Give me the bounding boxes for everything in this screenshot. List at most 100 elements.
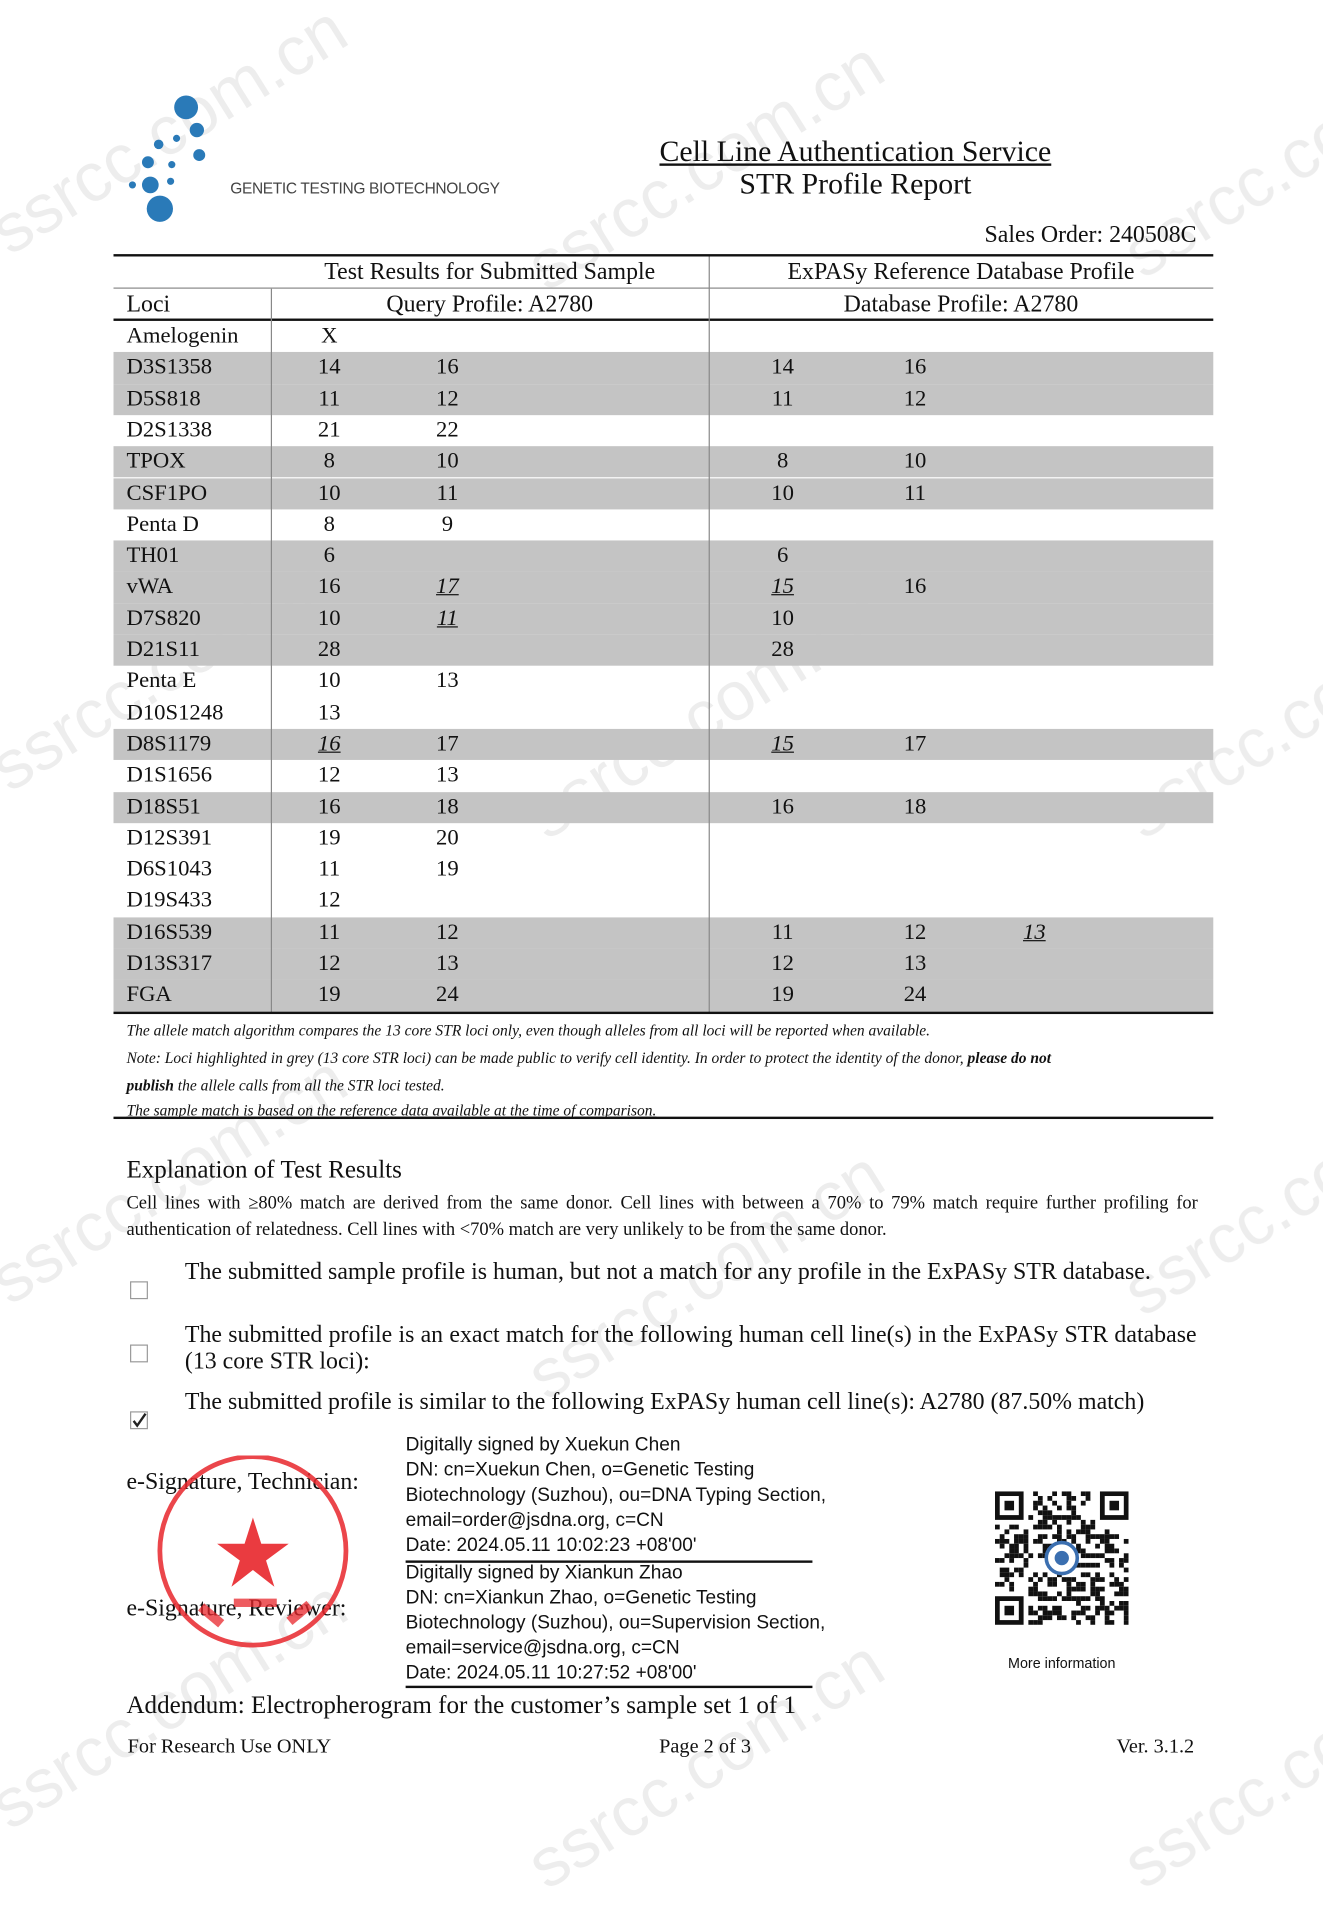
table-row: FGA 19 24 19 24: [113, 979, 1214, 1012]
result-checkbox[interactable]: [130, 1411, 148, 1430]
checkmark-icon: [132, 1413, 147, 1428]
result-checkbox[interactable]: [130, 1344, 148, 1363]
table-row: D8S1179 16 17 15 17: [113, 728, 1214, 761]
table-row: D13S317 12 13 12 13: [113, 948, 1214, 980]
locus-name: D21S11: [126, 637, 200, 663]
query-allele: 14: [317, 354, 341, 380]
query-allele: 12: [317, 888, 341, 914]
result-checkbox[interactable]: [130, 1281, 148, 1300]
query-allele: 8: [323, 448, 335, 474]
database-allele: 17: [903, 731, 927, 757]
locus-name: Amelogenin: [126, 323, 239, 349]
query-allele: 16: [436, 354, 459, 380]
table-row: D6S1043 11 19: [113, 854, 1213, 885]
locus-name: D3S1358: [126, 354, 213, 380]
table-row: Amelogenin X: [113, 321, 1213, 352]
query-allele: 16: [317, 574, 341, 600]
query-allele: 13: [436, 762, 459, 788]
database-allele: 12: [903, 919, 927, 945]
query-allele: 18: [436, 793, 459, 819]
database-allele: 24: [903, 982, 927, 1008]
query-allele: 12: [436, 919, 459, 945]
column-header-loci: Loci: [126, 291, 171, 318]
sig-line: email=service@jsdna.org, c=CN: [405, 1637, 680, 1659]
sig-line: Date: 2024.05.11 10:27:52 +08'00': [405, 1663, 697, 1684]
query-allele: 19: [317, 982, 341, 1008]
table-row: vWA 16 17 15 16: [113, 571, 1214, 604]
database-allele: 8: [776, 448, 789, 474]
database-allele: 12: [771, 950, 794, 976]
locus-name: D19S433: [126, 888, 213, 914]
sig-line: Biotechnology (Suzhou), ou=DNA Typing Se…: [405, 1485, 827, 1506]
query-allele: 24: [436, 982, 459, 1008]
note-emphasis: please do not: [967, 1048, 1052, 1067]
company-logo: [128, 95, 206, 222]
footer-research-use: For Research Use ONLY: [127, 1734, 332, 1758]
database-allele: 13: [1022, 919, 1046, 945]
addendum: Addendum: Electropherogram for the custo…: [126, 1690, 796, 1720]
locus-name: CSF1PO: [126, 480, 208, 506]
query-allele: 13: [317, 699, 341, 725]
report-subtitle: STR Profile Report: [739, 168, 972, 201]
table-row: D1S1656 12 13: [113, 760, 1213, 791]
database-allele: 11: [771, 386, 794, 412]
sales-order: Sales Order: 240508C: [984, 221, 1197, 249]
note-algorithm: The allele match algorithm compares the …: [126, 1021, 931, 1040]
sig-line: Digitally signed by Xiankun Zhao: [405, 1562, 683, 1584]
query-allele: 6: [323, 542, 335, 568]
database-allele: 14: [771, 354, 794, 380]
table-row: D12S391 19 20: [113, 823, 1213, 854]
reviewer-signature: Digitally signed by Xiankun Zhao DN: cn=…: [406, 1560, 826, 1685]
addendum-label: Addendum:: [126, 1690, 245, 1720]
company-name: GENETIC TESTING BIOTECHNOLOGY: [230, 178, 500, 197]
query-allele: X: [321, 323, 338, 349]
database-allele: 28: [771, 637, 794, 663]
result-option-text: The submitted profile is similar to the …: [184, 1388, 1145, 1415]
qr-code[interactable]: [994, 1491, 1129, 1625]
query-allele: 11: [318, 856, 341, 882]
column-header-database: Database Profile: A2780: [843, 291, 1079, 318]
query-allele: 16: [317, 731, 341, 757]
database-allele: 15: [771, 574, 794, 600]
footer-version: Ver. 3.1.2: [1116, 1734, 1195, 1758]
sig-line: Biotechnology (Suzhou), ou=Supervision S…: [405, 1612, 826, 1634]
addendum-text: Electropherogram for the customer’s samp…: [244, 1690, 796, 1720]
database-allele: 16: [903, 354, 927, 380]
company-seal-stamp: [157, 1455, 349, 1648]
explanation-heading: Explanation of Test Results: [126, 1154, 402, 1184]
table-row: D21S11 28 28: [113, 634, 1214, 667]
query-allele: 13: [436, 668, 459, 694]
locus-name: TH01: [126, 542, 180, 568]
database-allele: 13: [903, 950, 927, 976]
sig-line: DN: cn=Xiankun Zhao, o=Genetic Testing: [405, 1587, 757, 1609]
database-allele: 15: [771, 731, 794, 757]
note-text: the allele calls from all the STR loci t…: [173, 1076, 445, 1094]
query-allele: 10: [317, 480, 341, 506]
note-highlight: Note: Loci highlighted in grey (13 core …: [126, 1049, 1051, 1068]
table-row: D19S433 12: [113, 886, 1213, 917]
locus-name: D7S820: [126, 605, 201, 631]
query-allele: 11: [436, 605, 458, 631]
table-row: TPOX 8 10 8 10: [113, 446, 1214, 478]
table-row: Penta E 10 13: [113, 666, 1213, 697]
database-allele: 10: [771, 480, 794, 506]
explanation-body: Cell lines with ≥80% match are derived f…: [126, 1193, 1198, 1240]
watermark: ssrcc.com.cn: [1110, 1624, 1323, 1904]
query-allele: 16: [317, 793, 341, 819]
query-allele: 19: [436, 856, 459, 882]
database-allele: 16: [771, 793, 794, 819]
technician-signature: Digitally signed by Xuekun Chen DN: cn=X…: [406, 1433, 826, 1558]
database-allele: 11: [904, 480, 926, 506]
result-option-text: The submitted profile is an exact match …: [184, 1321, 1197, 1375]
note-text: Note: Loci highlighted in grey (13 core …: [126, 1048, 968, 1067]
locus-name: D16S539: [126, 919, 213, 945]
table-row: D18S51 16 18 16 18: [113, 791, 1214, 823]
sig-line: Digitally signed by Xuekun Chen: [405, 1435, 681, 1456]
qr-more-information-label: More information: [1008, 1654, 1116, 1672]
locus-name: D1S1656: [126, 762, 213, 788]
locus-name: vWA: [126, 574, 174, 600]
database-allele: 19: [771, 982, 794, 1008]
query-allele: 22: [436, 417, 459, 443]
column-header-query: Query Profile: A2780: [386, 291, 594, 318]
